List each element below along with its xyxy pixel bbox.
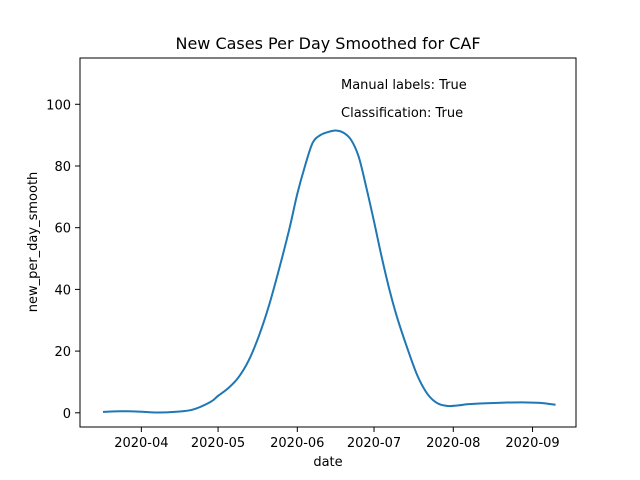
- y-tick-label: 60: [54, 222, 71, 237]
- x-tick-label: 2020-07: [347, 436, 401, 451]
- y-tick-label: 0: [63, 407, 71, 422]
- y-tick-label: 80: [54, 160, 71, 175]
- x-tick-label: 2020-06: [270, 436, 324, 451]
- x-tick-label: 2020-09: [505, 436, 559, 451]
- series-line-0: [102, 129, 556, 414]
- x-tick-label: 2020-04: [114, 436, 168, 451]
- y-axis-label: new_per_day_smooth: [26, 172, 41, 313]
- x-axis-label: date: [313, 455, 342, 470]
- x-tick-label: 2020-05: [191, 436, 245, 451]
- y-tick-label: 20: [54, 345, 71, 360]
- x-tick-label: 2020-08: [426, 436, 480, 451]
- y-tick-label: 100: [46, 98, 71, 113]
- annotation-manual-labels: Manual labels: True: [341, 78, 467, 93]
- plot-frame: [79, 57, 577, 428]
- annotation-classification: Classification: True: [341, 106, 463, 121]
- y-tick-label: 40: [54, 283, 71, 298]
- chart-title: New Cases Per Day Smoothed for CAF: [175, 34, 480, 53]
